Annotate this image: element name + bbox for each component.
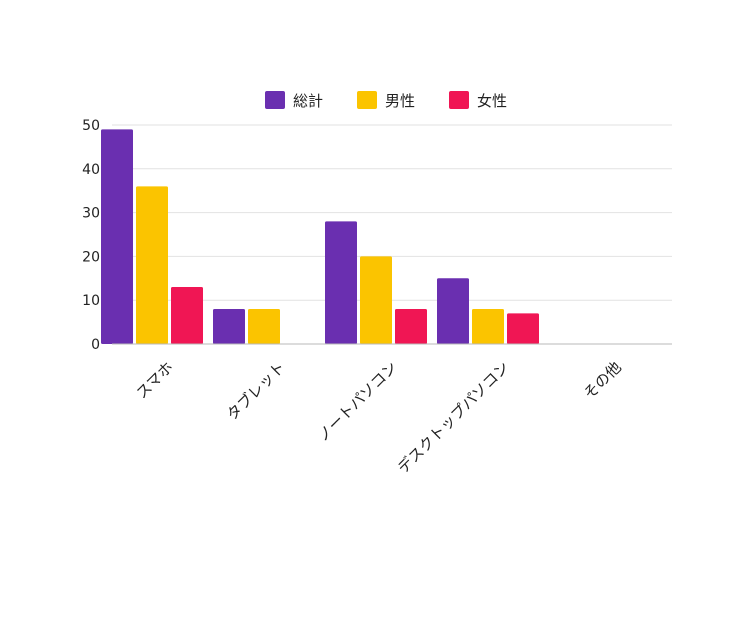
- x-tick-label: その他: [580, 358, 625, 403]
- bar: [360, 256, 392, 344]
- x-tick-label: デスクトップパソコン: [394, 358, 513, 477]
- legend-label: 総計: [293, 92, 323, 110]
- bar: [248, 308, 280, 344]
- y-tick-label: 0: [91, 337, 100, 353]
- y-tick-label: 50: [82, 118, 100, 134]
- x-tick-label: スマホ: [133, 358, 177, 402]
- bar: [101, 129, 133, 344]
- y-tick-label: 40: [82, 162, 100, 178]
- legend-swatch: [449, 91, 469, 109]
- bar: [325, 221, 357, 344]
- y-tick-label: 20: [82, 249, 100, 265]
- bar: [395, 308, 427, 344]
- y-tick-label: 30: [82, 206, 100, 222]
- legend-swatch: [265, 91, 285, 109]
- legend-swatch: [357, 91, 377, 109]
- bar: [472, 308, 504, 344]
- legend: 総計 男性 女性: [265, 91, 507, 110]
- x-tick-label: ノートパソコン: [314, 358, 401, 445]
- bar: [437, 278, 469, 344]
- legend-label: 男性: [385, 92, 415, 110]
- bar: [507, 313, 539, 344]
- bars: [101, 129, 539, 344]
- x-tick-label: タブレット: [223, 358, 289, 424]
- bar: [171, 287, 203, 344]
- y-axis: 0 10 20 30 40 50: [82, 118, 100, 353]
- grid-lines: [112, 124, 672, 301]
- bar: [136, 186, 168, 344]
- y-tick-label: 10: [82, 293, 100, 309]
- legend-label: 女性: [477, 92, 507, 110]
- bar: [213, 308, 245, 344]
